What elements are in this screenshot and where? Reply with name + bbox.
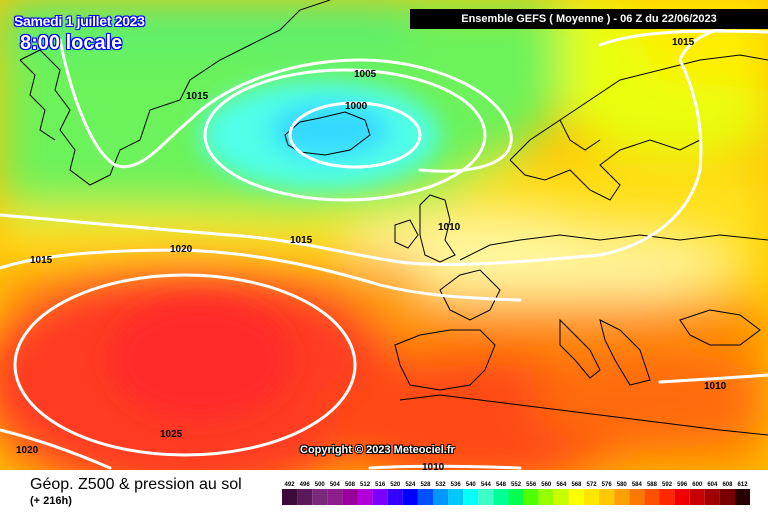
scale-swatch xyxy=(599,489,615,505)
copyright-notice: Copyright © 2023 Meteociel.fr xyxy=(300,444,455,456)
scale-tick-label: 576 xyxy=(602,482,613,488)
scale-tick-label: 540 xyxy=(466,482,477,488)
scale-tick-label: 508 xyxy=(345,482,356,488)
model-run-info: Ensemble GEFS ( Moyenne ) - 06 Z du 22/0… xyxy=(410,9,768,29)
scale-tick-label: 504 xyxy=(330,482,341,488)
scale-swatch xyxy=(493,489,509,505)
scale-swatch xyxy=(735,489,750,505)
scale-swatch xyxy=(402,489,418,505)
map-title: Géop. Z500 & pression au sol xyxy=(30,476,242,493)
scale-swatch xyxy=(387,489,403,505)
isobar-label: 1010 xyxy=(438,222,461,233)
scale-tick-label: 584 xyxy=(632,482,643,488)
scale-swatch xyxy=(297,489,313,505)
scale-tick-label: 568 xyxy=(571,482,582,488)
scale-swatch xyxy=(674,489,690,505)
scale-swatch xyxy=(553,489,569,505)
scale-tick-label: 560 xyxy=(541,482,552,488)
isobar-label: 1005 xyxy=(354,69,377,80)
scale-swatch xyxy=(417,489,433,505)
scale-swatch xyxy=(478,489,494,505)
scale-swatch xyxy=(508,489,524,505)
scale-swatch xyxy=(704,489,720,505)
coastlines xyxy=(19,0,768,436)
scale-swatch xyxy=(689,489,705,505)
scale-tick-label: 580 xyxy=(617,482,628,488)
forecast-date: Samedi 1 juillet 2023 xyxy=(14,13,145,29)
scale-swatch xyxy=(584,489,600,505)
scale-tick-label: 564 xyxy=(556,482,567,488)
scale-swatch xyxy=(342,489,358,505)
lead-time: (+ 216h) xyxy=(30,495,72,507)
scale-swatch xyxy=(357,489,373,505)
scale-tick-label: 556 xyxy=(526,482,537,488)
scale-tick-label: 592 xyxy=(662,482,673,488)
scale-tick-label: 492 xyxy=(285,482,296,488)
forecast-time: 8:00 locale xyxy=(20,32,123,54)
scale-swatch xyxy=(629,489,645,505)
scale-swatch xyxy=(659,489,675,505)
scale-tick-label: 524 xyxy=(405,482,416,488)
scale-tick-label: 536 xyxy=(451,482,462,488)
scale-swatch xyxy=(463,489,479,505)
isobar-label: 1025 xyxy=(160,429,183,440)
scale-tick-label: 604 xyxy=(707,482,718,488)
isobar-label: 1010 xyxy=(422,462,445,470)
isobars xyxy=(0,18,768,470)
scale-tick-label: 552 xyxy=(511,482,522,488)
scale-tick-label: 544 xyxy=(481,482,492,488)
scale-swatch xyxy=(312,489,328,505)
scale-swatch xyxy=(719,489,735,505)
isobar-label: 1015 xyxy=(672,37,695,48)
scale-swatch xyxy=(644,489,660,505)
isobar-label: 1015 xyxy=(30,255,53,266)
scale-tick-label: 588 xyxy=(647,482,658,488)
scale-swatch xyxy=(327,489,343,505)
scale-swatch xyxy=(538,489,554,505)
isobar-label: 1000 xyxy=(345,101,368,112)
scale-tick-label: 608 xyxy=(722,482,733,488)
scale-swatch xyxy=(372,489,388,505)
scale-swatch xyxy=(614,489,630,505)
color-scale: 492 496 500 504 508 512 516 520 524 528 532 536 540 5… xyxy=(282,482,750,505)
scale-tick-label: 548 xyxy=(496,482,507,488)
scale-swatch xyxy=(568,489,584,505)
scale-tick-label: 572 xyxy=(587,482,598,488)
scale-tick-label: 600 xyxy=(692,482,703,488)
isobar-label: 1020 xyxy=(170,244,193,255)
isobar-label: 1020 xyxy=(16,445,39,456)
isobar-label: 1015 xyxy=(290,235,313,246)
forecast-map: 1015 1005 1000 1015 1010 1020 1015 1015 … xyxy=(0,0,768,470)
scale-swatch xyxy=(448,489,464,505)
scale-tick-label: 500 xyxy=(315,482,326,488)
scale-tick-label: 612 xyxy=(738,482,749,488)
isobar-labels: 1015 1005 1000 1015 1010 1020 1015 1015 … xyxy=(16,37,727,470)
geopotential-field xyxy=(0,0,768,470)
scale-tick-label: 520 xyxy=(390,482,401,488)
scale-tick-label: 512 xyxy=(360,482,371,488)
scale-swatch xyxy=(282,489,298,505)
scale-tick-label: 528 xyxy=(420,482,431,488)
scale-swatch xyxy=(523,489,539,505)
scale-tick-label: 596 xyxy=(677,482,688,488)
scale-swatch xyxy=(433,489,449,505)
isobar-label: 1010 xyxy=(704,381,727,392)
isobar-label: 1015 xyxy=(186,91,209,102)
scale-tick-label: 516 xyxy=(375,482,386,488)
scale-tick-label: 496 xyxy=(300,482,311,488)
scale-tick-label: 532 xyxy=(436,482,447,488)
